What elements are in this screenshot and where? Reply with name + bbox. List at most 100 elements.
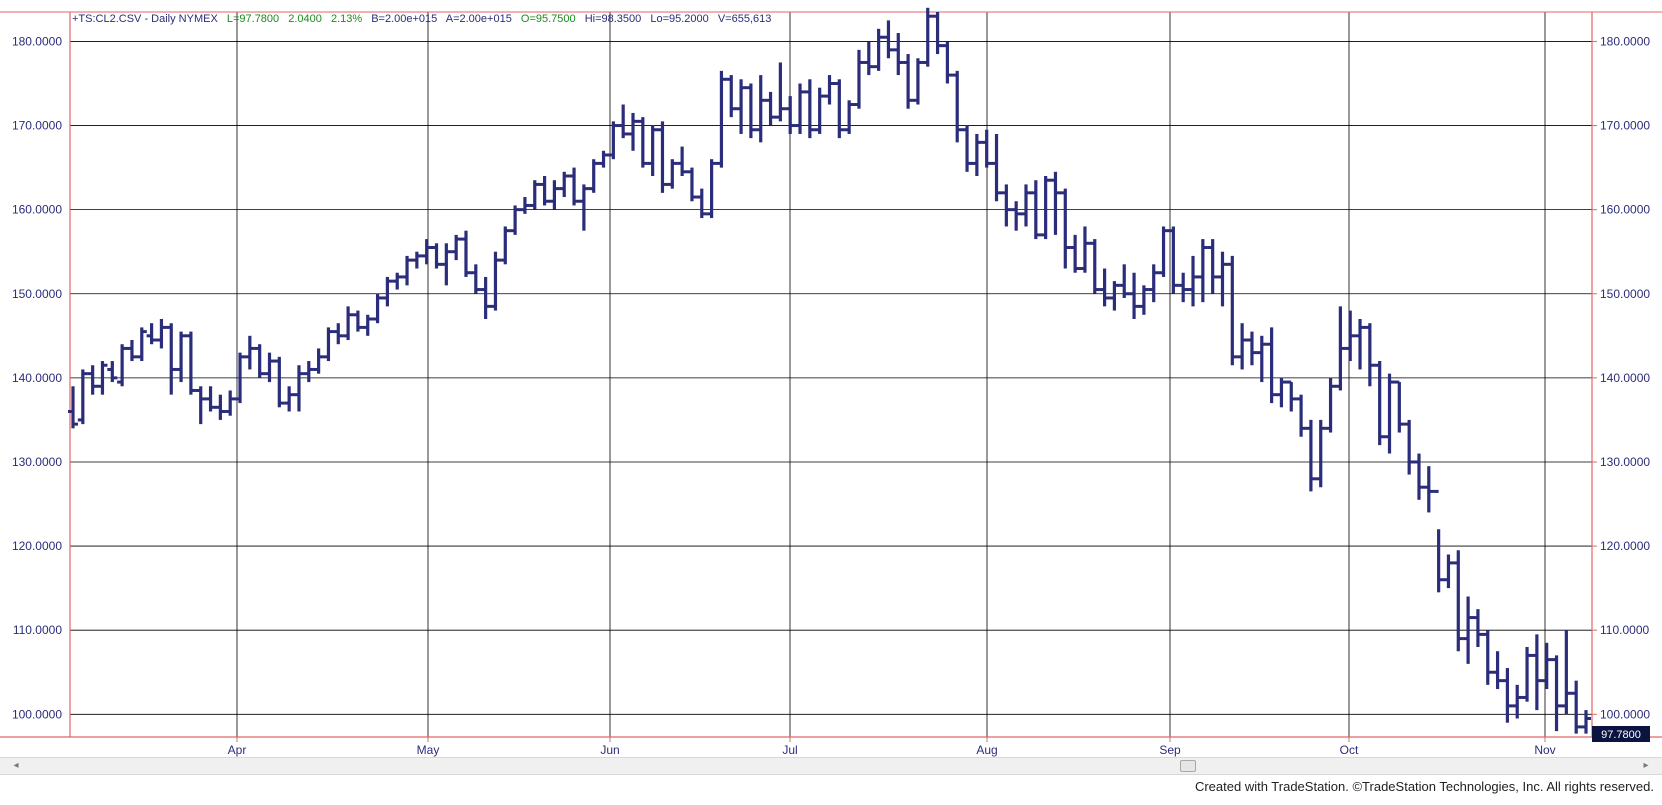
ohlc-bar [618,104,629,139]
ohlc-bar [1060,188,1071,269]
ohlc-bar [608,121,619,160]
ohlc-bar [647,125,658,177]
ohlc-bar [195,386,206,425]
y-tick-label-right: 170.0000 [1600,119,1650,133]
footer-credit: Created with TradeStation. ©TradeStation… [1194,779,1654,794]
y-tick-label-right: 160.0000 [1600,203,1650,217]
ohlc-bar [971,133,982,177]
ohlc-bar [912,58,923,105]
ohlc-bar [480,276,491,319]
x-tick-label: Aug [976,743,997,757]
ohlc-bar [1502,668,1513,723]
scroll-thumb[interactable] [1180,760,1196,772]
ohlc-bar [1050,171,1061,235]
ohlc-bar [1512,684,1523,719]
ohlc-bar [893,33,904,76]
ohlc-bar [637,117,648,168]
ohlc-bar [1089,239,1100,294]
last-price-badge: 97.7800 [1592,726,1650,742]
ohlc-bar [1237,323,1248,370]
y-axis-right: 100.0000 110.0000 120.0000 130.0000 140.0000… [1592,34,1650,721]
ohlc-bar [1482,630,1493,685]
ohlc-bar [293,365,304,412]
ohlc-bar [736,79,747,134]
x-tick-label: Jul [782,743,797,757]
ohlc-bar [460,230,471,277]
ohlc-bar [1246,331,1257,366]
y-tick-label-left: 130.0000 [12,455,62,469]
ohlc-bar [559,171,570,198]
symbol-header: +TS:CL2.CSV - Daily NYMEX L=97.7800 2.04… [72,13,771,25]
ohlc-bar [1345,310,1356,362]
ohlc-bar [215,394,226,420]
ohlc-bar [1168,226,1179,294]
ohlc-bar [578,184,589,231]
y-tick-label-right: 150.0000 [1600,287,1650,301]
ohlc-bar [470,264,481,294]
ohlc-bar [323,327,334,362]
ohlc-bar [372,293,383,324]
ohlc-bar [1040,176,1051,240]
header-pct: 2.13% [331,13,362,25]
y-axis-left: 100.0000 110.0000 120.0000 130.0000 140.0000… [12,34,62,721]
ohlc-bar [235,352,246,404]
ohlc-bar [1453,550,1464,652]
ohlc-bar [87,365,98,395]
y-tick-label-left: 110.0000 [13,623,62,637]
ohlc-bar [667,159,678,189]
y-tick-label-left: 140.0000 [12,371,62,385]
ohlc-bar [1158,226,1169,277]
ohlc-bar [824,75,835,105]
ohlc-bar [1148,264,1159,303]
horizontal-scrollbar[interactable]: ◂ ▸ [0,757,1662,775]
scroll-right-arrow-icon[interactable]: ▸ [1643,760,1649,771]
ohlc-bar [1266,327,1277,404]
ohlc-bar [421,239,432,265]
y-tick-label-right: 130.0000 [1600,455,1650,469]
ohlc-bar [1492,651,1503,690]
header-last: L=97.7800 [227,13,279,25]
ohlc-bar [176,331,187,383]
ohlc-bar [539,176,550,206]
ohlc-bar [1531,634,1542,711]
y-tick-label-right: 100.0000 [1600,707,1650,721]
ohlc-bar [883,20,894,59]
ohlc-bar [1020,184,1031,227]
header-change: 2.0400 [288,13,322,25]
ohlc-bar [1325,377,1336,433]
ohlc-bar [244,335,255,370]
ohlc-bar [549,180,560,210]
ohlc-bar [1217,251,1228,307]
ohlc-bar [126,340,137,362]
ohlc-bar [873,28,884,71]
ohlc-bar [490,251,501,311]
header-symbol: +TS:CL2.CSV - Daily NYMEX [72,13,218,25]
scroll-left-arrow-icon[interactable]: ◂ [13,760,19,771]
ohlc-bar [97,361,108,395]
ohlc-bar [284,386,295,412]
ohlc-bar [382,276,393,307]
ohlc-bar [264,352,275,383]
ohlc-bar [1551,655,1562,732]
ohlc-bar [352,310,363,332]
ohlc-bar [775,62,786,122]
ohlc-bar [1413,453,1424,500]
ohlc-bar [1099,268,1110,307]
ohlc-bar [1079,226,1090,273]
ohlc-bar [1364,323,1375,387]
ohlc-bar [1472,609,1483,648]
svg-text:+TS:CL2.CSV - Daily NYMEX: +TS:CL2.CSV - Daily NYMEX L=97.7800 2.04… [72,13,771,25]
x-tick-label: Jun [600,743,619,757]
ohlc-bar [1070,234,1081,273]
y-tick-label-right: 120.0000 [1600,539,1650,553]
ohlc-bar [1227,255,1238,366]
ohlc-bar [755,75,766,143]
ohlc-bar [1541,642,1552,690]
last-price-label: 97.7800 [1601,729,1641,741]
ohlc-bar [1522,647,1533,702]
ohlc-bar [922,7,933,67]
ohlc-bar [814,87,825,134]
y-tick-label-right: 180.0000 [1600,34,1650,48]
ohlc-bar [529,180,540,210]
ohlc-bar [1197,239,1208,303]
